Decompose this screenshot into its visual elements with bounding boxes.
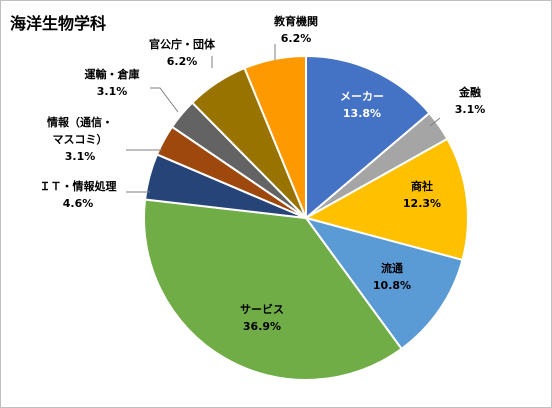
pie-slice-4 (143, 198, 403, 381)
slice-percent-9: 6.2% (281, 32, 312, 45)
slice-label-8: 官公庁・団体 (149, 37, 216, 51)
leader-line-7 (150, 87, 179, 113)
pie-slice-0 (305, 54, 431, 221)
slice-label-6-line-0: 情報（通信・ (47, 115, 113, 129)
slice-percent-3: 10.8% (373, 279, 411, 292)
slice-label-7: 運輸・倉庫 (85, 67, 140, 81)
slice-label-0: メーカー (340, 90, 384, 103)
slice-label-3: 流通 (381, 261, 403, 275)
slice-labels: メーカー 13.8% 金融 3.1% 商社 12.3% 流通 10.8% サービス 36.9% ＩＴ… (40, 14, 486, 333)
slice-label-1: 金融 (458, 85, 481, 99)
slice-percent-5: 4.6% (63, 197, 94, 210)
chart-title: 海洋生物学科 (10, 14, 107, 33)
slice-percent-2: 12.3% (403, 197, 441, 210)
leader-lines (126, 44, 441, 193)
slice-label-4: サービス (240, 302, 284, 316)
slice-label-5: ＩＴ・情報処理 (40, 179, 117, 193)
pie-slice-3 (303, 216, 464, 351)
slice-percent-6: 3.1% (65, 150, 96, 163)
pie-slices (143, 54, 469, 381)
slice-label-9: 教育機関 (273, 14, 318, 28)
slice-label-2: 商社 (411, 179, 433, 193)
pie-slice-2 (303, 137, 469, 262)
leader-line-1 (429, 117, 441, 127)
slice-percent-0: 13.8% (343, 107, 381, 120)
slice-percent-4: 36.9% (243, 320, 281, 333)
slice-percent-7: 3.1% (97, 85, 128, 98)
slice-percent-8: 6.2% (167, 55, 198, 68)
slice-percent-1: 3.1% (455, 103, 486, 116)
slice-label-6-line-1: マスコミ） (53, 133, 108, 146)
